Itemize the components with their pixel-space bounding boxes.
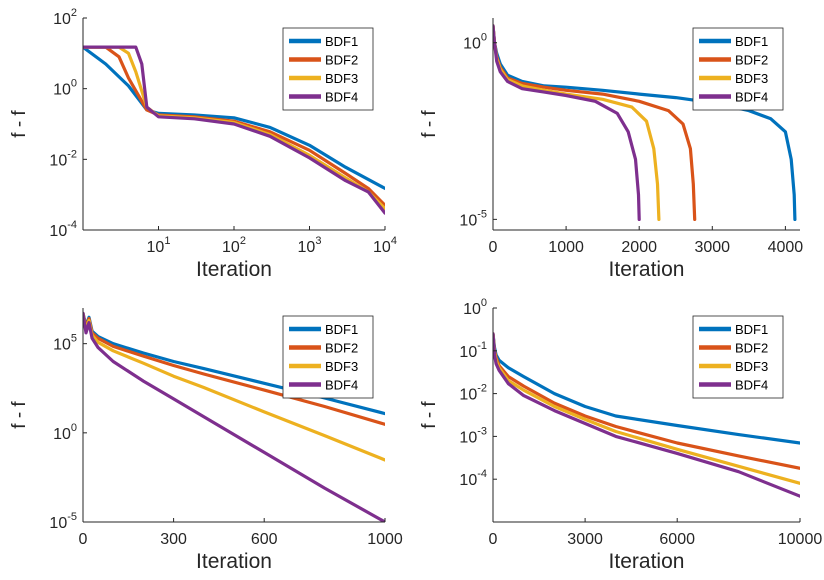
x-axis-label: Iteration <box>609 258 685 281</box>
legend-label-bdf4: BDF4 <box>735 378 768 393</box>
legend-label-bdf4: BDF4 <box>325 90 358 105</box>
y-tick-label: 102 <box>53 7 77 28</box>
y-tick-label: 10-2 <box>459 383 487 404</box>
series-line-bdf4 <box>493 332 800 498</box>
x-tick-label: 101 <box>147 235 171 256</box>
legend-label-bdf3: BDF3 <box>735 71 768 86</box>
legend-label-bdf1: BDF1 <box>325 322 358 337</box>
y-tick-label: 100 <box>53 422 77 443</box>
y-tick-label: 10-5 <box>49 511 77 532</box>
x-tick-label: 0 <box>489 239 498 256</box>
series-line-bdf4 <box>83 311 385 522</box>
x-axis-label: Iteration <box>196 550 272 573</box>
x-tick-label: 300 <box>160 531 187 548</box>
x-tick-label: 10000 <box>778 531 823 548</box>
x-tick-label: 0 <box>489 531 498 548</box>
y-axis-label: f - f <box>9 110 30 138</box>
x-axis-label: Iteration <box>609 550 685 573</box>
legend-label-bdf4: BDF4 <box>325 378 358 393</box>
panel-2: 0 1000 2000 3000 4000 100 10-5 Iteration f - f BD… <box>419 18 803 281</box>
legend-label-bdf3: BDF3 <box>325 359 358 374</box>
legend-label-bdf2: BDF2 <box>325 341 358 356</box>
legend-label-bdf1: BDF1 <box>735 322 768 337</box>
legend-label-bdf1: BDF1 <box>325 34 358 49</box>
y-tick-label: 100 <box>463 297 487 318</box>
legend-label-bdf2: BDF2 <box>735 53 768 68</box>
series-line-bdf3 <box>493 24 661 221</box>
y-tick-label: 10-1 <box>459 340 487 361</box>
x-tick-label: 104 <box>373 235 397 256</box>
legend: BDF1 BDF2 BDF3 BDF4 <box>692 27 784 111</box>
y-tick-label: 105 <box>53 333 77 354</box>
legend: BDF1 BDF2 BDF3 BDF4 <box>692 315 784 399</box>
x-tick-label: 2000 <box>621 239 657 256</box>
x-tick-label: 0 <box>79 531 88 548</box>
legend-label-bdf2: BDF2 <box>735 341 768 356</box>
series-line-bdf2 <box>493 24 697 221</box>
x-tick-label: 3000 <box>567 531 603 548</box>
legend-label-bdf3: BDF3 <box>325 71 358 86</box>
series-line-bdf4 <box>83 45 385 215</box>
series-line-bdf1 <box>83 45 385 190</box>
legend: BDF1 BDF2 BDF3 BDF4 <box>282 315 374 399</box>
x-tick-label: 4000 <box>768 239 804 256</box>
panel-4: 0 3000 6000 10000 100 10-1 10-2 10-3 10-4 Iterati… <box>419 297 822 573</box>
y-tick-label: 10-3 <box>459 425 487 446</box>
x-axis-label: Iteration <box>196 258 272 281</box>
y-axis-label: f - f <box>419 401 440 429</box>
y-tick-label: 100 <box>53 78 77 99</box>
panel-1: 101 102 103 104 102 100 10-2 10-4 Iteration f - f… <box>9 7 397 281</box>
x-tick-label: 102 <box>222 235 246 256</box>
series-line-bdf4 <box>493 24 641 221</box>
x-tick-label: 1000 <box>548 239 584 256</box>
legend-label-bdf1: BDF1 <box>735 34 768 49</box>
y-axis-label: f - f <box>419 110 440 138</box>
y-tick-label: 10-2 <box>49 148 77 169</box>
x-tick-label: 3000 <box>694 239 730 256</box>
y-tick-label: 100 <box>463 32 487 53</box>
y-tick-label: 10-4 <box>459 468 487 489</box>
y-axis-label: f - f <box>9 401 30 429</box>
legend-label-bdf3: BDF3 <box>735 359 768 374</box>
legend-label-bdf2: BDF2 <box>325 53 358 68</box>
y-tick-label: 10-4 <box>49 219 77 240</box>
x-tick-label: 103 <box>298 235 322 256</box>
y-tick-label: 10-5 <box>459 208 487 229</box>
x-tick-label: 600 <box>251 531 278 548</box>
x-tick-label: 6000 <box>659 531 695 548</box>
legend-label-bdf4: BDF4 <box>735 90 768 105</box>
legend: BDF1 BDF2 BDF3 BDF4 <box>282 27 374 111</box>
x-tick-label: 1000 <box>367 531 403 548</box>
